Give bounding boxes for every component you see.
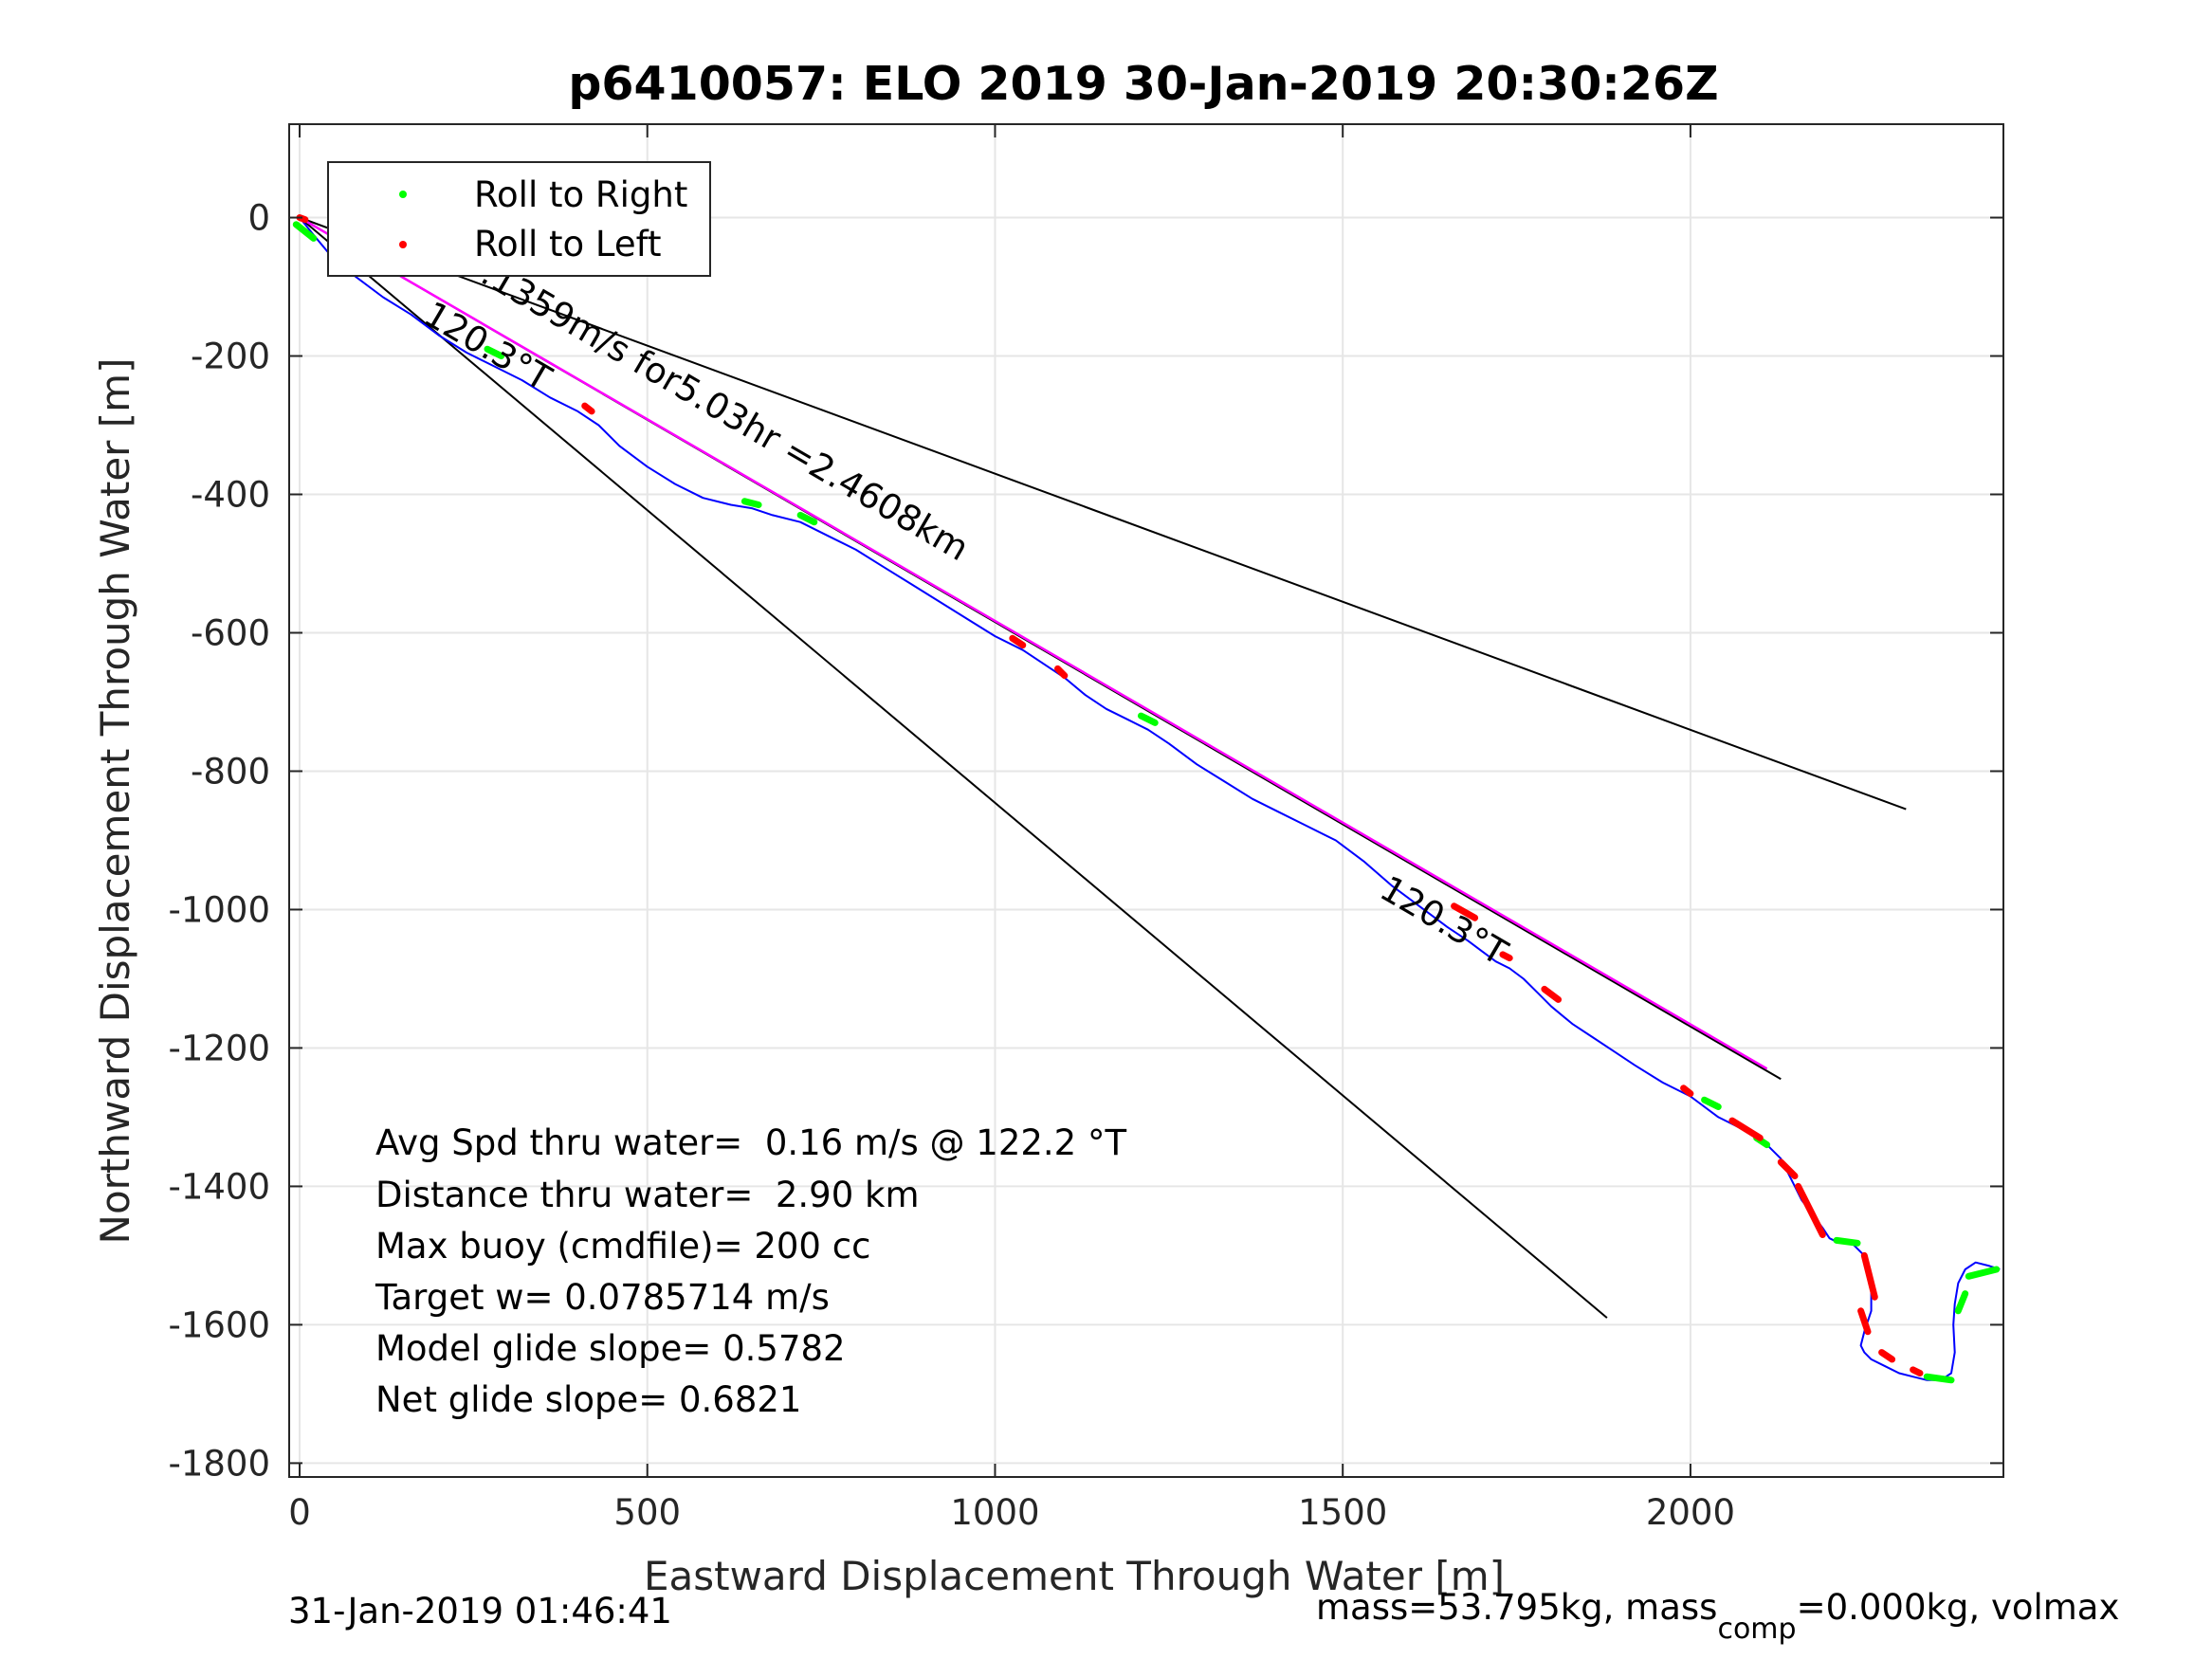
y-tick-label: -1000	[168, 889, 270, 930]
roll-left-segment	[1728, 1117, 1764, 1141]
roll-right-segment	[1923, 1373, 1955, 1384]
x-tick-label: 1500	[1298, 1492, 1387, 1533]
roll-left-segment	[1777, 1158, 1799, 1179]
track-layer	[299, 216, 2001, 1381]
roll-right-segment	[484, 345, 505, 359]
roll-left-segment	[1910, 1366, 1924, 1376]
roll-left-segment	[1541, 985, 1563, 1003]
roll-right-segment	[1965, 1266, 2001, 1280]
roll-left-segment	[1857, 1307, 1872, 1336]
plot-frame	[288, 123, 2004, 1478]
roll-right-segment	[740, 498, 762, 508]
roll-left-segment	[1860, 1251, 1878, 1301]
roll-left-segment	[1795, 1182, 1826, 1238]
stat-max-buoy: Max buoy (cmdfile)= 200 cc	[375, 1226, 870, 1267]
roll-right-segment	[292, 221, 318, 242]
y-tick-label: -200	[191, 337, 270, 377]
y-tick-label: -1600	[168, 1304, 270, 1345]
roll-left-segment	[1009, 634, 1027, 649]
stats-block: Avg Spd thru water= 0.16 m/s @ 122.2 °T …	[375, 1122, 1126, 1420]
roll-right-segment	[796, 511, 818, 526]
y-tick-label: -600	[191, 612, 270, 653]
roll-left-segment	[1680, 1085, 1694, 1098]
legend: Roll to Right Roll to Left	[327, 161, 711, 277]
reference-line	[299, 216, 1608, 1319]
x-tick-label: 2000	[1646, 1492, 1735, 1533]
roll-left-segment	[581, 402, 595, 415]
legend-roll-right-marker	[399, 191, 407, 198]
legend-roll-right-label: Roll to Right	[474, 174, 687, 215]
net-vector-line	[299, 216, 1768, 1070]
legend-box	[327, 161, 711, 277]
footer-mass-info: mass=53.795kg, masscomp=0.000kg, volmax	[1316, 1587, 2119, 1646]
roll-left-segment	[1499, 951, 1513, 962]
y-tick-label: 0	[247, 198, 270, 239]
annotations: 0.1359m/s for5.03hr =2.4608km120.3°T120.…	[417, 242, 1514, 974]
roll-right-segment	[1701, 1096, 1722, 1110]
footer-mass-subscript: comp	[1717, 1613, 1796, 1646]
roll-left-segment	[1878, 1349, 1896, 1363]
stat-avg-speed: Avg Spd thru water= 0.16 m/s @ 122.2 °T	[375, 1122, 1126, 1163]
y-tick-label: -400	[191, 475, 270, 516]
chart: p6410057: ELO 2019 30-Jan-2019 20:30:26Z…	[92, 57, 2119, 1646]
y-tick-label: -1400	[168, 1166, 270, 1207]
direction-annotation: 0.1359m/s for5.03hr =2.4608km	[455, 242, 976, 569]
x-tick-label: 0	[288, 1492, 311, 1533]
reference-lines	[299, 216, 1907, 1319]
y-tick-label: -1800	[168, 1443, 270, 1484]
legend-roll-left-marker	[399, 241, 407, 248]
chart-title: p6410057: ELO 2019 30-Jan-2019 20:30:26Z	[568, 57, 1718, 111]
y-tick-label: -800	[191, 751, 270, 792]
x-axis-label: Eastward Displacement Through Water [m]	[644, 1553, 1505, 1599]
stat-target-w: Target w= 0.0785714 m/s	[375, 1277, 830, 1318]
roll-markers	[292, 214, 2001, 1384]
x-tick-label: 500	[613, 1492, 681, 1533]
footer-mass-suffix: =0.000kg, volmax	[1797, 1587, 2120, 1628]
x-tick-label: 1000	[950, 1492, 1039, 1533]
reference-line	[299, 216, 1907, 811]
y-tick-label: -1200	[168, 1028, 270, 1068]
footer-mass-prefix: mass=53.795kg, mass	[1316, 1587, 1717, 1628]
footer-timestamp: 31-Jan-2019 01:46:41	[288, 1591, 672, 1632]
axis-ticks: 0 500 1000 1500 2000 0 -200 -400 -600 -800 -1000 -1…	[168, 124, 2003, 1533]
y-axis-label: Northward Displacement Through Water [m]	[92, 358, 138, 1245]
roll-right-segment	[1833, 1236, 1861, 1247]
roll-left-segment	[1451, 902, 1479, 921]
stat-distance: Distance thru water= 2.90 km	[375, 1175, 919, 1215]
roll-right-segment	[1138, 712, 1159, 726]
glider-track-line	[299, 216, 2001, 1381]
stat-net-glide: Net glide slope= 0.6821	[375, 1379, 801, 1420]
roll-right-segment	[1954, 1290, 1969, 1315]
legend-roll-left-label: Roll to Left	[474, 224, 662, 264]
roll-left-segment	[1054, 665, 1069, 680]
stat-model-glide: Model glide slope= 0.5782	[375, 1328, 846, 1369]
